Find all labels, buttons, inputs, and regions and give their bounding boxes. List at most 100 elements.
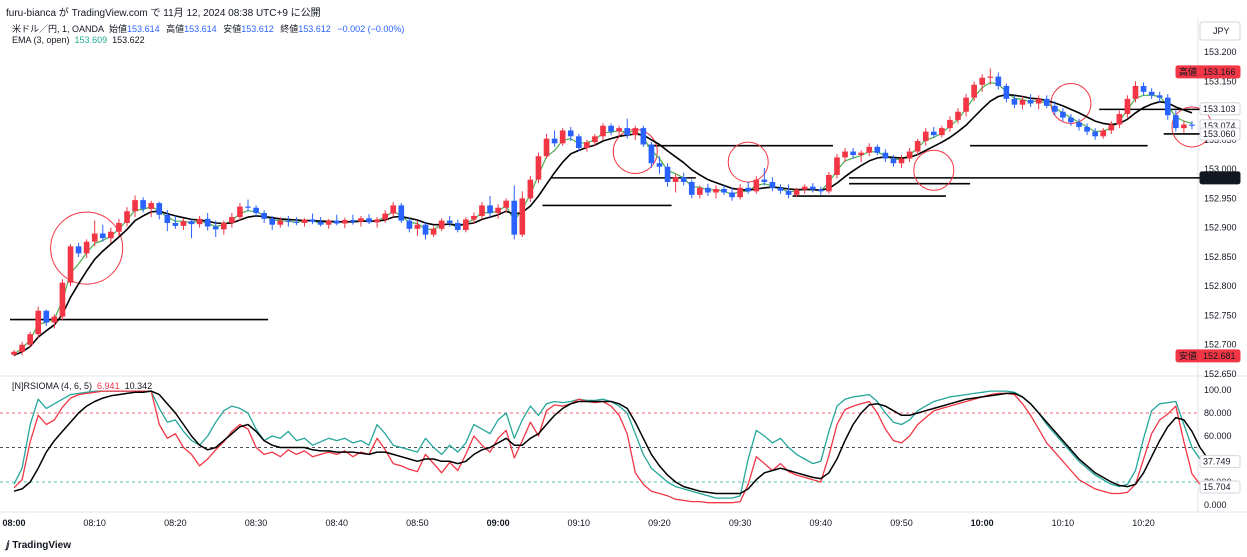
time-tick-label: 09:30 — [729, 518, 752, 528]
candle-body — [67, 246, 74, 283]
candle-body — [317, 221, 324, 225]
candle-body — [172, 222, 179, 226]
candle-body — [624, 128, 631, 136]
candle-body — [898, 158, 905, 164]
candle-body — [75, 246, 82, 254]
price-badge-box — [1199, 127, 1241, 141]
candle-body — [438, 220, 445, 229]
candle-body — [729, 192, 735, 198]
candle-body — [793, 189, 800, 195]
candle-body — [527, 179, 534, 199]
candle-body — [882, 152, 889, 159]
candle-body — [818, 189, 824, 192]
candle-body — [834, 157, 840, 175]
price-legend: 米ドル／円, 1, OANDA 始値153.614 高値153.614 安値15… — [12, 22, 404, 35]
rsioma-value-1: 6.941 — [97, 381, 120, 391]
price-tick-label: 152.950 — [1204, 193, 1237, 203]
candle-body — [753, 179, 760, 192]
candle-body — [801, 186, 808, 190]
rsi-tick-label: 80.000 — [1204, 408, 1232, 418]
price-badge-box — [1175, 65, 1241, 79]
candle-body — [245, 206, 251, 208]
candle-body — [164, 214, 171, 223]
price-badge: 153.103 — [1199, 102, 1241, 116]
candle-body — [1084, 126, 1090, 132]
candle-body — [785, 190, 792, 195]
price-badge: 153.060 — [1199, 127, 1241, 141]
candle-body — [148, 203, 155, 209]
candle-body — [59, 282, 66, 317]
candle-body — [132, 200, 138, 212]
price-badge-value: 152.985 — [1203, 173, 1236, 183]
time-tick-label: 08:20 — [164, 518, 187, 528]
candle-body — [1076, 122, 1082, 127]
high-label: 高値 — [166, 24, 185, 34]
close-label: 終値 — [280, 24, 299, 34]
time-tick-label: 10:10 — [1052, 518, 1075, 528]
candle-body — [1019, 100, 1026, 105]
candle-body — [116, 222, 122, 232]
candle-body — [567, 130, 574, 137]
rsi-badge-box — [1199, 455, 1241, 469]
axes: 153.200153.150153.100153.050153.000152.9… — [2, 21, 1241, 528]
price-badge-box — [1199, 102, 1241, 116]
author-line: furu-bianca が TradingView.com で 11月 12, … — [6, 8, 321, 19]
time-tick-label: 08:40 — [325, 518, 348, 528]
rsi-badge: 37.749 — [1199, 455, 1241, 469]
candle-body — [551, 138, 558, 144]
candle-body — [35, 310, 42, 335]
candle-body — [91, 233, 98, 242]
candle-body — [1100, 130, 1107, 137]
candle-body — [769, 181, 776, 188]
price-tick-label: 152.700 — [1204, 340, 1237, 350]
candle-body — [971, 84, 977, 98]
candle-body — [680, 177, 687, 182]
time-tick-label: 09:00 — [487, 518, 510, 528]
candle-body — [51, 316, 58, 323]
candle-body — [874, 146, 881, 153]
candle-body — [890, 158, 897, 164]
candle-body — [124, 211, 130, 223]
time-tick-label: 09:50 — [890, 518, 913, 528]
rsi-line — [13, 390, 1209, 504]
candle-body — [83, 241, 90, 254]
candle-body — [809, 186, 816, 190]
price-tick-label: 152.800 — [1204, 281, 1237, 291]
candle-body — [261, 213, 267, 219]
candle-body — [1140, 85, 1147, 92]
candle-body — [1148, 91, 1155, 96]
candle-body — [1027, 100, 1034, 104]
candles — [11, 68, 1195, 357]
brand-name: TradingView — [12, 540, 72, 551]
candle-body — [987, 76, 994, 78]
candle-body — [543, 138, 550, 157]
candle-body — [406, 220, 413, 229]
candle-body — [745, 187, 752, 192]
rsi-signal-line — [13, 390, 1209, 495]
currency-box — [1199, 21, 1241, 41]
price-badge: 152.985 — [1199, 171, 1241, 185]
price-tick-label: 152.650 — [1204, 369, 1237, 379]
candle-body — [156, 203, 163, 215]
candle-body — [422, 224, 429, 235]
candle-body — [1173, 115, 1179, 129]
candle-body — [382, 213, 388, 220]
ema-lines — [13, 81, 1193, 357]
price-tick-label: 152.850 — [1204, 252, 1237, 262]
candle-body — [414, 224, 421, 229]
candle-body — [608, 125, 614, 132]
candle-body — [939, 128, 945, 136]
candle-body — [979, 77, 986, 85]
candle-body — [374, 219, 380, 223]
rsi-badge-value: 37.749 — [1203, 457, 1231, 467]
candle-body — [1164, 97, 1171, 116]
time-tick-label: 09:40 — [810, 518, 833, 528]
high-value: 153.614 — [184, 24, 217, 34]
candle-body — [430, 228, 437, 235]
candle-body — [503, 200, 510, 208]
candle-body — [955, 111, 961, 120]
open-label: 始値 — [109, 24, 128, 34]
candle-body — [309, 219, 316, 222]
candle-body — [1035, 98, 1042, 104]
